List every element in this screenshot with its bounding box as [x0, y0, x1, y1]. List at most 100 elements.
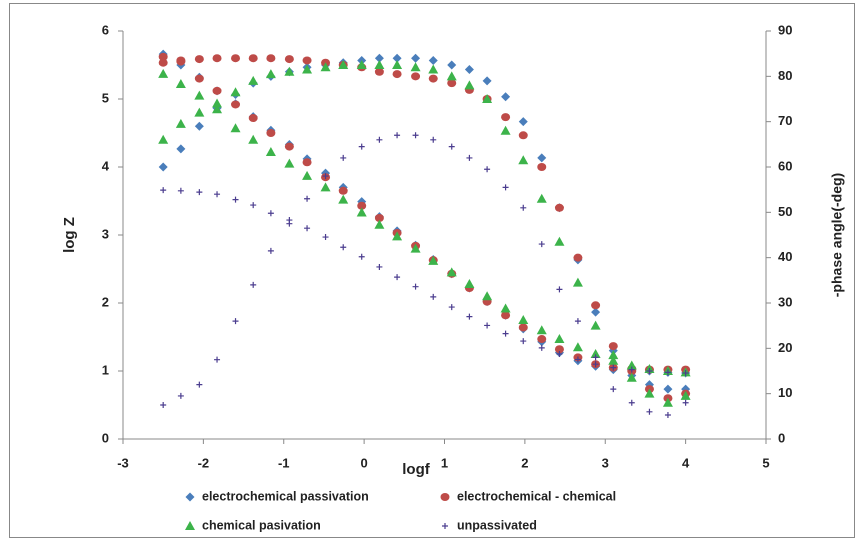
- logz-point: [338, 194, 349, 204]
- phase-point: [304, 195, 311, 202]
- phase-point: [592, 354, 599, 361]
- logz-point: [266, 129, 276, 137]
- logz-point: [304, 225, 311, 232]
- phase-point: [591, 307, 601, 317]
- phase-point: [411, 72, 421, 81]
- logz-point: [518, 323, 528, 332]
- logz-point: [626, 360, 637, 370]
- logz-point: [158, 68, 169, 78]
- x-tick-label: 4: [682, 455, 690, 470]
- logz-point: [374, 219, 385, 229]
- phase-point: [537, 163, 547, 171]
- logz-point: [446, 267, 457, 277]
- phase-point: [176, 144, 186, 154]
- y2-tick-label: 20: [778, 340, 792, 355]
- phase-point: [556, 286, 563, 293]
- phase-point: [374, 53, 384, 63]
- phase-point: [266, 54, 276, 63]
- logz-point: [592, 361, 599, 368]
- logz-point: [572, 342, 583, 352]
- phase-point: [520, 204, 527, 211]
- logz-point: [231, 100, 241, 109]
- logz-point: [536, 325, 547, 335]
- phase-point: [230, 87, 241, 97]
- logz-point: [682, 370, 689, 377]
- y2-tick-label: 70: [778, 113, 792, 128]
- phase-point: [573, 253, 583, 262]
- phase-point: [537, 153, 547, 163]
- phase-point: [447, 60, 457, 70]
- logz-point: [212, 86, 222, 95]
- phase-point: [374, 67, 384, 76]
- logz-point: [194, 74, 204, 83]
- phase-point: [286, 220, 293, 227]
- logz-point: [484, 322, 491, 329]
- logz-point: [177, 187, 184, 194]
- phase-point: [466, 154, 473, 161]
- phase-point: [175, 118, 186, 128]
- phase-point: [158, 58, 168, 67]
- logz-point: [338, 186, 348, 195]
- phase-point: [322, 173, 329, 180]
- y2-tick-label: 90: [778, 22, 792, 37]
- phase-point: [518, 155, 529, 165]
- logz-point: [466, 313, 473, 320]
- phase-point: [464, 65, 474, 75]
- phase-point: [412, 132, 419, 139]
- y2-tick-label: 50: [778, 204, 792, 219]
- logz-point: [610, 364, 617, 371]
- phase-point: [284, 55, 294, 64]
- phase-point: [248, 54, 258, 63]
- y-tick-label: 5: [102, 90, 109, 105]
- logz-point: [230, 123, 241, 133]
- phase-point: [610, 386, 617, 393]
- logz-point: [320, 182, 331, 192]
- logz-point: [160, 187, 167, 194]
- phase-point: [501, 92, 511, 102]
- legend-label: electrochemical passivation: [202, 489, 369, 503]
- logz-point: [232, 196, 239, 203]
- phase-point: [267, 247, 274, 254]
- phase-point: [411, 53, 421, 63]
- phase-point: [501, 113, 511, 122]
- logz-point: [284, 142, 294, 151]
- phase-point: [572, 277, 583, 287]
- logz-point: [556, 351, 563, 357]
- logz-point: [376, 263, 383, 270]
- phase-point: [682, 399, 689, 406]
- phase-point: [356, 60, 367, 69]
- phase-point: [302, 56, 312, 65]
- logz-point: [482, 291, 493, 301]
- logz-point: [464, 278, 475, 288]
- phase-point: [374, 60, 385, 69]
- phase-point: [232, 318, 239, 325]
- logz-point: [194, 90, 205, 100]
- legend-marker: [185, 492, 195, 502]
- phase-point: [340, 154, 347, 161]
- phase-point: [338, 60, 349, 69]
- phase-point: [628, 399, 635, 406]
- phase-point: [536, 193, 547, 203]
- logz-point: [501, 311, 511, 320]
- phase-point: [392, 53, 402, 63]
- logz-point: [214, 191, 221, 198]
- phase-point: [663, 384, 673, 394]
- phase-point: [428, 55, 438, 65]
- logz-point: [538, 344, 545, 351]
- logz-point: [448, 304, 455, 311]
- y2-tick-label: 0: [778, 430, 785, 445]
- y2-tick-label: 40: [778, 249, 792, 264]
- logz-point: [500, 303, 511, 313]
- phase-point: [158, 162, 168, 172]
- logz-point: [248, 114, 258, 123]
- logz-point: [267, 210, 274, 217]
- phase-point: [284, 66, 295, 76]
- legend-label: unpassivated: [457, 518, 537, 532]
- phase-point: [446, 71, 457, 81]
- phase-point: [231, 54, 241, 63]
- phase-point: [214, 356, 221, 363]
- logz-point: [412, 283, 419, 290]
- phase-point: [392, 70, 402, 79]
- logz-point: [554, 334, 565, 344]
